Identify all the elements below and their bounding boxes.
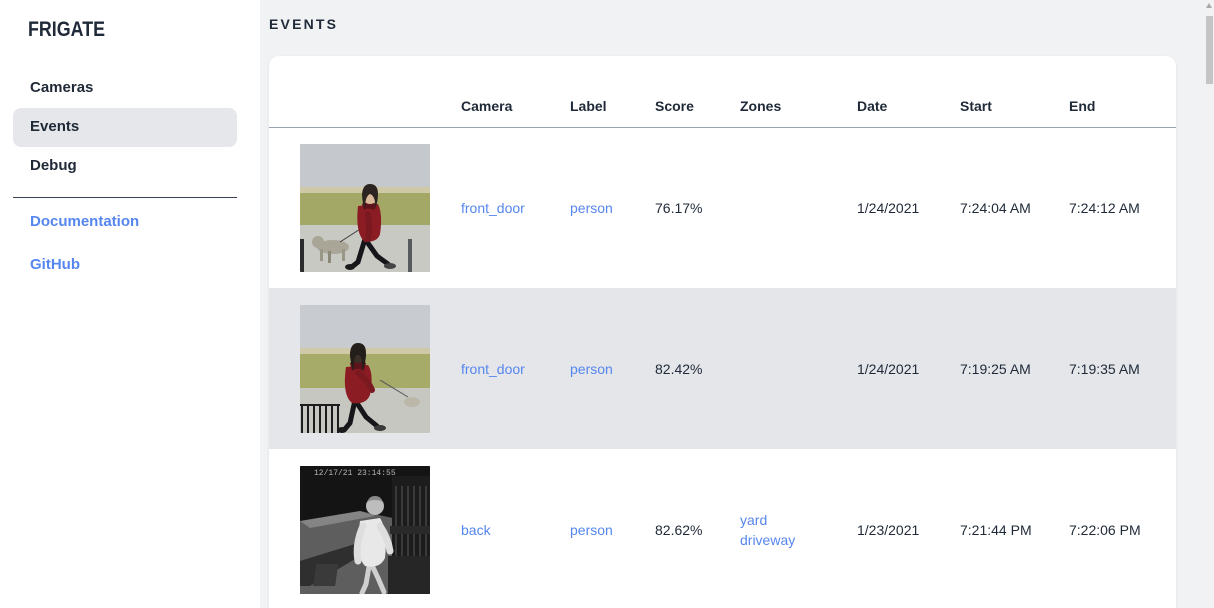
svg-text:12/17/21 23:14:55: 12/17/21 23:14:55	[314, 469, 396, 478]
